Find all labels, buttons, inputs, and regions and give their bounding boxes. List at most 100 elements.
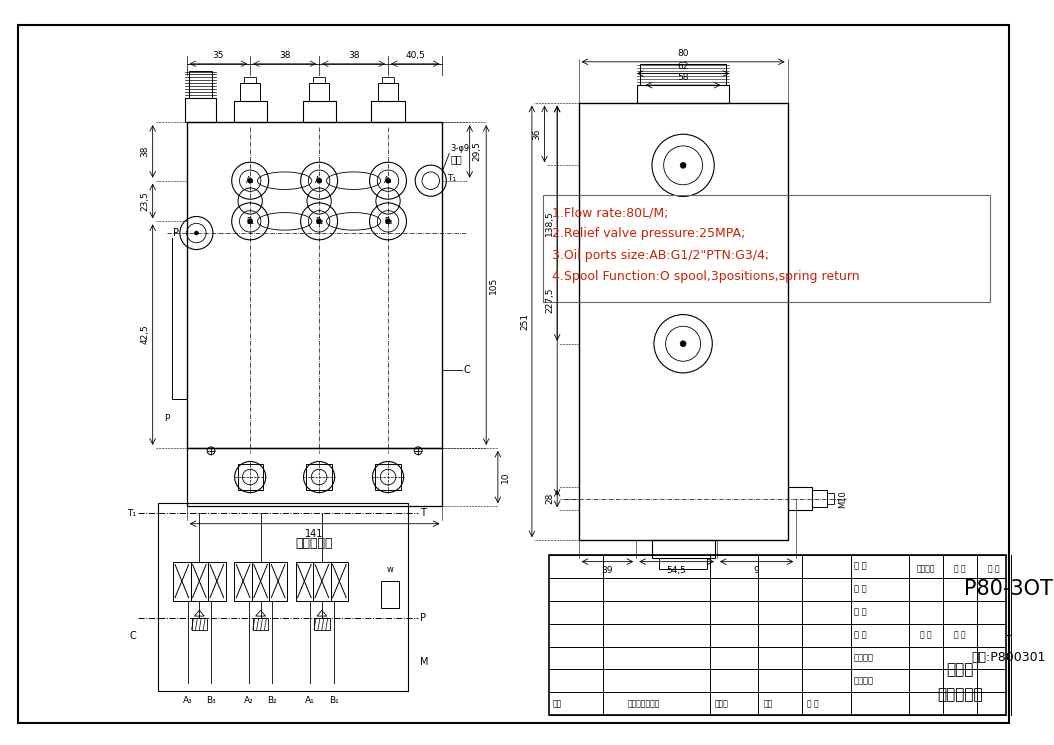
Bar (307, 464, 332, 489)
Text: C: C (464, 365, 470, 375)
Circle shape (248, 178, 253, 183)
Bar (173, 562, 191, 600)
Text: M10: M10 (838, 489, 847, 507)
Text: M: M (421, 657, 429, 667)
Text: 签入人: 签入人 (715, 700, 728, 708)
Bar (157, 504, 408, 691)
Text: 2.Relief valve pressure:25MPA;: 2.Relief valve pressure:25MPA; (552, 227, 745, 241)
Text: 62: 62 (678, 62, 689, 71)
Text: 液压原理图: 液压原理图 (296, 536, 333, 550)
Text: P: P (163, 414, 170, 423)
Bar (637, 85, 729, 103)
Text: 10: 10 (501, 472, 510, 483)
Bar (543, 195, 990, 302)
Bar (640, 64, 726, 85)
Circle shape (386, 219, 390, 224)
Text: 251: 251 (520, 313, 529, 330)
Circle shape (680, 340, 686, 346)
Text: 54,5: 54,5 (666, 565, 686, 574)
Text: 标记: 标记 (552, 700, 562, 708)
Text: 外型尺寸图: 外型尺寸图 (937, 687, 983, 702)
Text: 更改内容和数量: 更改内容和数量 (628, 700, 661, 708)
Bar (378, 83, 397, 101)
Bar (314, 618, 330, 630)
Text: 105: 105 (489, 276, 499, 294)
Text: 山 村: 山 村 (807, 700, 819, 708)
Text: 138,5: 138,5 (545, 210, 554, 236)
Bar (313, 562, 331, 600)
Text: B₁: B₁ (247, 217, 254, 226)
Bar (240, 83, 260, 101)
Text: P: P (421, 613, 426, 623)
Bar (234, 562, 252, 600)
Text: 3.Oil ports size:AB:G1/2"PTN:G3/4;: 3.Oil ports size:AB:G1/2"PTN:G3/4; (552, 249, 769, 261)
Bar (184, 98, 216, 122)
Circle shape (316, 219, 321, 224)
Text: 42,5: 42,5 (141, 325, 150, 344)
Text: A₁: A₁ (246, 177, 254, 186)
Bar (302, 101, 335, 122)
Bar (787, 487, 812, 510)
Bar (189, 71, 212, 98)
Bar (812, 490, 826, 507)
Bar (237, 464, 262, 489)
Text: 编号:P800301: 编号:P800301 (972, 651, 1047, 665)
Text: 80: 80 (678, 49, 689, 58)
Text: 23,5: 23,5 (141, 191, 150, 211)
Text: 日期: 日期 (763, 700, 773, 708)
Text: P80-3OT: P80-3OT (964, 579, 1053, 599)
Text: B₁: B₁ (329, 696, 338, 705)
Text: 28: 28 (545, 493, 554, 504)
Text: B₂: B₂ (268, 696, 277, 705)
Bar (245, 77, 256, 83)
Bar (313, 77, 325, 83)
Bar (234, 101, 267, 122)
Text: T₁: T₁ (128, 509, 136, 518)
Text: B₂: B₂ (315, 217, 324, 226)
Text: 38: 38 (348, 51, 359, 60)
Bar (208, 562, 226, 600)
Bar (310, 83, 329, 101)
Text: T₁: T₁ (447, 174, 456, 183)
Bar (549, 555, 1007, 715)
Text: 重 量: 重 量 (955, 564, 967, 573)
Text: 227,5: 227,5 (545, 288, 554, 314)
Text: A₂: A₂ (245, 696, 254, 705)
Text: 制 图: 制 图 (854, 585, 866, 594)
Text: 共 页: 共 页 (920, 630, 932, 639)
Text: A₁: A₁ (306, 696, 315, 705)
Text: B₃: B₃ (384, 217, 392, 226)
Text: 标准化局: 标准化局 (854, 676, 874, 685)
Bar (187, 122, 443, 448)
Text: 比 例: 比 例 (989, 564, 1000, 573)
Text: 设 计: 设 计 (854, 562, 866, 571)
Text: A₂: A₂ (315, 177, 324, 186)
Text: 29,5: 29,5 (472, 142, 482, 162)
Bar (383, 77, 394, 83)
Text: P: P (173, 228, 179, 238)
Bar (371, 101, 405, 122)
Text: 39: 39 (602, 565, 613, 574)
Text: 58: 58 (678, 73, 689, 82)
Text: 9: 9 (754, 565, 760, 574)
Text: B₃: B₃ (207, 696, 216, 705)
Circle shape (680, 162, 686, 168)
Text: 35: 35 (213, 51, 225, 60)
Text: 38: 38 (141, 146, 150, 157)
Text: C: C (130, 630, 136, 641)
Bar (660, 558, 707, 569)
Text: 40,5: 40,5 (406, 51, 425, 60)
Bar (826, 492, 835, 504)
Text: w: w (387, 565, 393, 574)
Text: A₃: A₃ (182, 696, 193, 705)
Text: 38: 38 (279, 51, 291, 60)
Circle shape (195, 231, 198, 235)
Circle shape (386, 178, 390, 183)
Text: 3-φ9: 3-φ9 (450, 144, 469, 153)
Bar (252, 562, 270, 600)
Bar (331, 562, 348, 600)
Text: 描 图: 描 图 (854, 608, 866, 617)
Text: 第 页: 第 页 (955, 630, 967, 639)
Bar (579, 103, 787, 540)
Bar (295, 562, 313, 600)
